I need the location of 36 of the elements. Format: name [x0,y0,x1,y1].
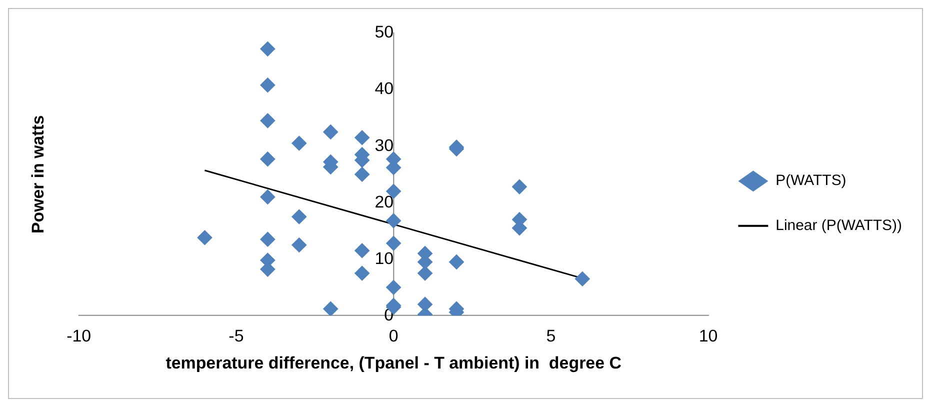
point [386,213,402,228]
point [512,179,527,194]
point [323,124,338,140]
point [292,209,307,224]
point [260,41,276,56]
y-tick-label: 50 [374,22,394,42]
point [323,301,338,316]
legend-label: P(WATTS) [776,172,846,190]
x-tick-label: 10 [698,326,718,346]
point [354,243,370,258]
point [260,152,276,167]
point [260,113,276,128]
legend-label: Linear (P(WATTS)) [776,217,902,234]
x-tick-label: -10 [66,326,92,346]
point [260,189,276,204]
y-tick-label: 30 [374,136,394,155]
point [574,271,590,286]
y-tick-label: 40 [374,79,394,98]
x-axis-title: temperature difference, (Tpanel - T ambient) in degree C [166,354,622,373]
point [354,130,370,146]
point [386,280,402,295]
point [292,136,307,151]
y-tick-label: 20 [374,192,394,212]
point [260,232,276,247]
y-axis-title: Power in watts [28,115,48,234]
point [386,236,402,251]
point [354,266,370,281]
point [260,78,276,93]
point [354,166,370,182]
point [197,230,212,246]
point [292,238,307,252]
point [449,254,464,270]
x-tick-label: -5 [228,326,244,346]
y-tick-label: 10 [374,248,394,268]
point [418,266,433,281]
x-tick-label: 5 [546,326,556,346]
